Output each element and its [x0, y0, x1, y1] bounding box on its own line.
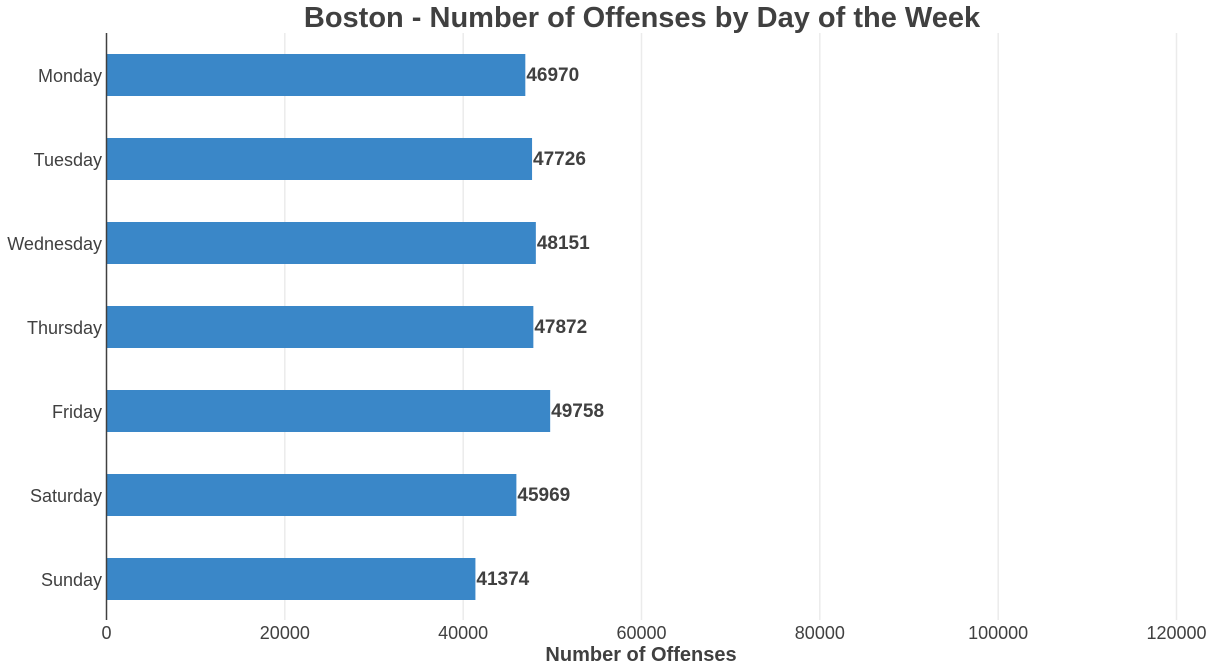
data-label-sunday: 41374: [476, 569, 529, 590]
x-tick-label: 40000: [438, 623, 488, 643]
gridlines: [284, 33, 1178, 620]
data-label-tuesday: 47726: [533, 149, 586, 170]
bar-thursday: [106, 306, 534, 348]
bars: [106, 54, 551, 600]
data-label-thursday: 47872: [534, 317, 587, 338]
x-axis-tick-labels: 0 20000 40000 60000 80000 100000 120000: [101, 623, 1206, 643]
data-label-wednesday: 48151: [537, 233, 590, 254]
x-tick-label: 120000: [1146, 623, 1206, 643]
bar-wednesday: [106, 222, 536, 264]
bar-sunday: [106, 558, 476, 600]
bar-monday: [106, 54, 526, 96]
y-tick-label-wednesday: Wednesday: [7, 234, 102, 254]
bar-saturday: [106, 474, 517, 516]
data-label-friday: 49758: [551, 401, 604, 422]
data-labels: 46970 47726 48151 47872 49758 45969 41374: [476, 65, 604, 590]
x-tick-label: 20000: [260, 623, 310, 643]
x-axis-label: Number of Offenses: [545, 644, 736, 666]
y-tick-label-saturday: Saturday: [30, 486, 102, 506]
bar-friday: [106, 390, 551, 432]
x-tick-label: 60000: [616, 623, 666, 643]
y-tick-label-friday: Friday: [52, 402, 102, 422]
x-tick-label: 0: [101, 623, 111, 643]
data-label-monday: 46970: [526, 65, 579, 86]
bar-tuesday: [106, 138, 533, 180]
y-tick-label-thursday: Thursday: [27, 318, 102, 338]
x-tick-label: 100000: [968, 623, 1028, 643]
chart-title: Boston - Number of Offenses by Day of th…: [304, 2, 981, 34]
y-axis-tick-labels: Monday Tuesday Wednesday Thursday Friday Satu…: [7, 66, 102, 590]
y-tick-label-monday: Monday: [38, 66, 102, 86]
y-tick-label-sunday: Sunday: [41, 570, 102, 590]
data-label-saturday: 45969: [517, 485, 570, 506]
y-tick-label-tuesday: Tuesday: [34, 150, 102, 170]
x-tick-label: 80000: [795, 623, 845, 643]
